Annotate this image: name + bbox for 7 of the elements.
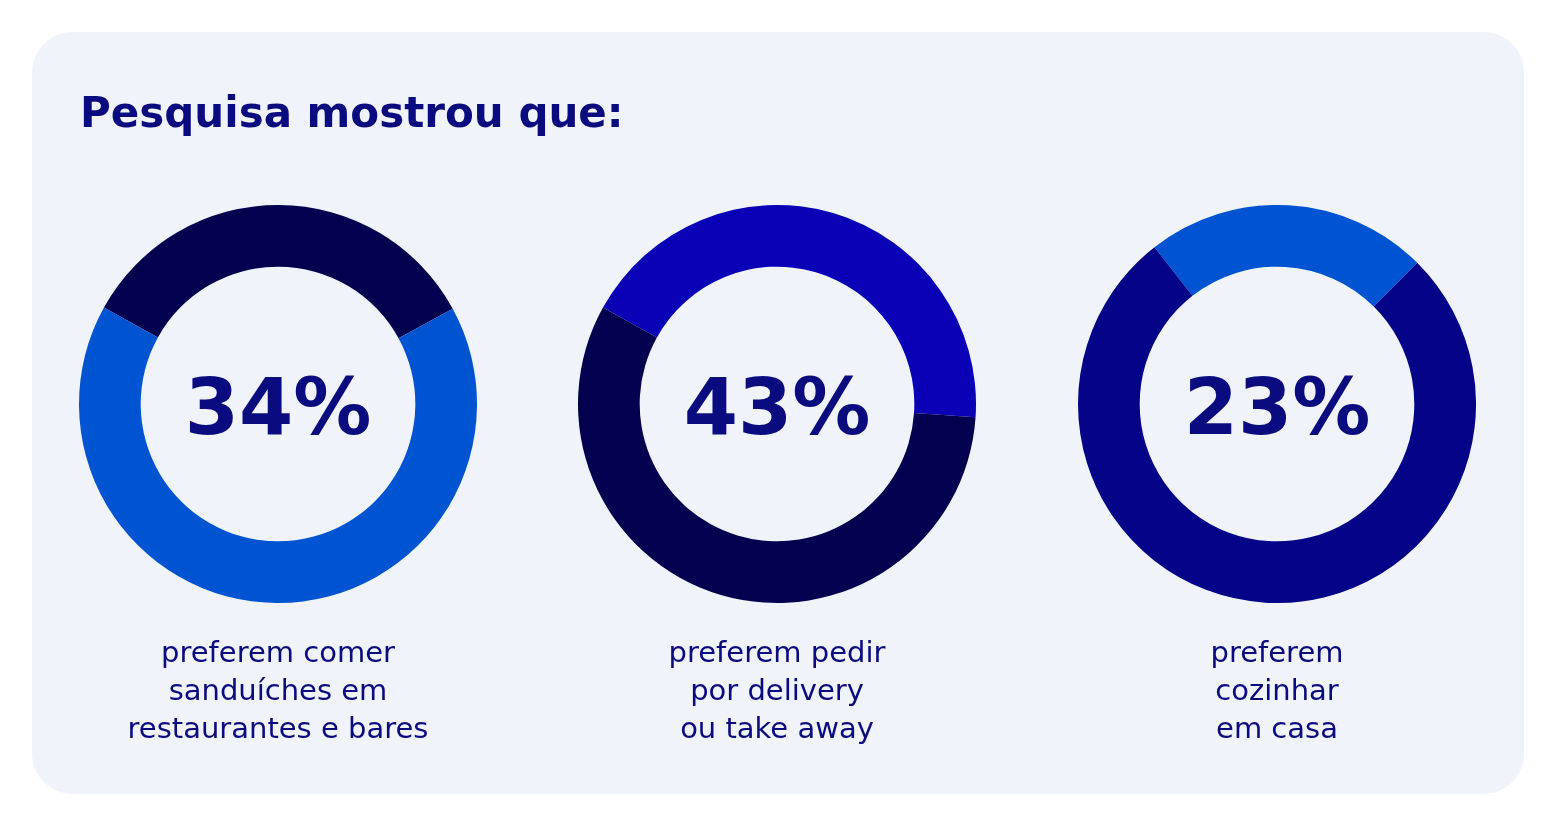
text: preferem comer sanduíches em restaurantes e bares — [126, 634, 430, 747]
text: 43% — [683, 362, 871, 453]
text: 23% — [1183, 362, 1371, 453]
chart-title: Pesquisa mostrou que: — [80, 88, 624, 137]
text: preferem pedir por delivery ou take away — [667, 634, 887, 747]
text: 34% — [184, 362, 372, 453]
text: preferem cozinhar em casa — [1209, 634, 1345, 747]
